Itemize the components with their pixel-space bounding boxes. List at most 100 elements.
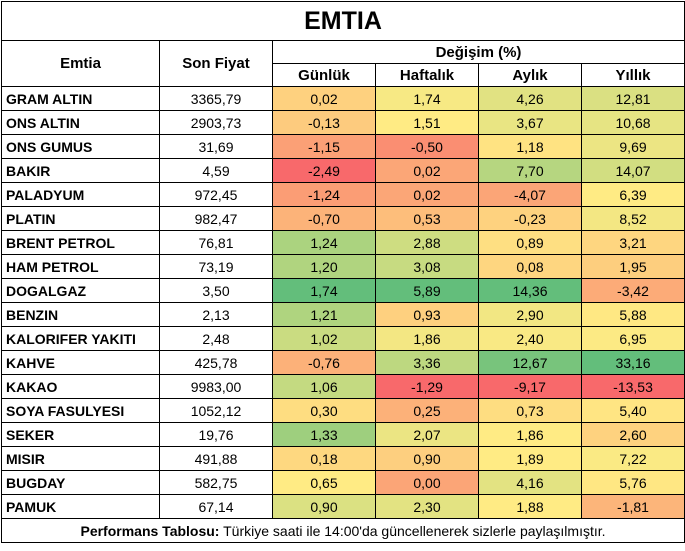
- commodity-name: SOYA FASULYESI: [1, 398, 160, 423]
- commodity-name: ONS GUMUS: [1, 134, 160, 159]
- weekly-change: 1,74: [375, 86, 479, 111]
- daily-change: 1,33: [272, 422, 376, 447]
- commodity-name: PLATIN: [1, 206, 160, 231]
- table-row: GRAM ALTIN 3365,79 0,02 1,74 4,26 12,81: [1, 86, 685, 111]
- last-price: 3,50: [159, 278, 273, 303]
- monthly-change: -9,17: [478, 374, 582, 399]
- last-price: 2,48: [159, 326, 273, 351]
- daily-change: 1,02: [272, 326, 376, 351]
- monthly-change: 0,08: [478, 254, 582, 279]
- last-price: 1052,12: [159, 398, 273, 423]
- monthly-change: 7,70: [478, 158, 582, 183]
- monthly-change: 0,73: [478, 398, 582, 423]
- daily-change: -1,15: [272, 134, 376, 159]
- last-price: 582,75: [159, 470, 273, 495]
- table-row: DOGALGAZ 3,50 1,74 5,89 14,36 -3,42: [1, 278, 685, 303]
- commodity-name: BAKIR: [1, 158, 160, 183]
- daily-change: 1,06: [272, 374, 376, 399]
- weekly-change: 1,86: [375, 326, 479, 351]
- last-price: 972,45: [159, 182, 273, 207]
- header-weekly: Haftalık: [375, 63, 479, 87]
- daily-change: 0,02: [272, 86, 376, 111]
- footer-label: Performans Tablosu:: [80, 522, 220, 539]
- yearly-change: 6,95: [580, 326, 685, 351]
- yearly-change: 33,16: [580, 350, 685, 375]
- table-row: PLATIN 982,47 -0,70 0,53 -0,23 8,52: [1, 206, 685, 231]
- daily-change: -1,24: [272, 182, 376, 207]
- weekly-change: 0,90: [375, 446, 479, 471]
- monthly-change: -0,23: [478, 206, 582, 231]
- commodity-name: HAM PETROL: [1, 254, 160, 279]
- monthly-change: 4,16: [478, 470, 582, 495]
- daily-change: -0,76: [272, 350, 376, 375]
- last-price: 2,13: [159, 302, 273, 327]
- yearly-change: 12,81: [580, 86, 685, 111]
- yearly-change: 1,95: [580, 254, 685, 279]
- daily-change: 1,74: [272, 278, 376, 303]
- daily-change: 0,90: [272, 494, 376, 519]
- header-daily: Günlük: [272, 63, 376, 87]
- yearly-change: -1,81: [580, 494, 685, 519]
- monthly-change: 2,90: [478, 302, 582, 327]
- last-price: 73,19: [159, 254, 273, 279]
- weekly-change: 2,88: [375, 230, 479, 255]
- last-price: 67,14: [159, 494, 273, 519]
- weekly-change: -0,50: [375, 134, 479, 159]
- footer-note: Performans Tablosu: Türkiye saati ile 14…: [0, 518, 685, 543]
- last-price: 3365,79: [159, 86, 273, 111]
- commodity-name: KALORIFER YAKITI: [1, 326, 160, 351]
- table-row: KAKAO 9983,00 1,06 -1,29 -9,17 -13,53: [1, 374, 685, 399]
- weekly-change: 0,00: [375, 470, 479, 495]
- daily-change: 0,18: [272, 446, 376, 471]
- yearly-change: 8,52: [580, 206, 685, 231]
- last-price: 19,76: [159, 422, 273, 447]
- daily-change: -0,13: [272, 110, 376, 135]
- table-row: SEKER 19,76 1,33 2,07 1,86 2,60: [1, 422, 685, 447]
- table-row: MISIR 491,88 0,18 0,90 1,89 7,22: [1, 446, 685, 471]
- monthly-change: 1,86: [478, 422, 582, 447]
- last-price: 31,69: [159, 134, 273, 159]
- header-yearly: Yıllık: [580, 63, 685, 87]
- monthly-change: 2,40: [478, 326, 582, 351]
- commodity-name: GRAM ALTIN: [1, 86, 160, 111]
- last-price: 425,78: [159, 350, 273, 375]
- header-last-price: Son Fiyat: [159, 40, 273, 87]
- table-row: PAMUK 67,14 0,90 2,30 1,88 -1,81: [1, 494, 685, 519]
- weekly-change: 0,25: [375, 398, 479, 423]
- header-change-group: Değişim (%): [271, 40, 685, 64]
- header-commodity: Emtia: [1, 40, 160, 87]
- yearly-change: 2,60: [580, 422, 685, 447]
- daily-change: 0,30: [272, 398, 376, 423]
- weekly-change: 0,53: [375, 206, 479, 231]
- last-price: 982,47: [159, 206, 273, 231]
- monthly-change: 1,88: [478, 494, 582, 519]
- weekly-change: -1,29: [375, 374, 479, 399]
- yearly-change: 7,22: [580, 446, 685, 471]
- yearly-change: 6,39: [580, 182, 685, 207]
- last-price: 76,81: [159, 230, 273, 255]
- monthly-change: 14,36: [478, 278, 582, 303]
- commodity-name: PALADYUM: [1, 182, 160, 207]
- weekly-change: 0,02: [375, 182, 479, 207]
- commodity-name: BUGDAY: [1, 470, 160, 495]
- yearly-change: 9,69: [580, 134, 685, 159]
- table-row: ONS ALTIN 2903,73 -0,13 1,51 3,67 10,68: [1, 110, 685, 135]
- yearly-change: 5,76: [580, 470, 685, 495]
- table-row: BRENT PETROL 76,81 1,24 2,88 0,89 3,21: [1, 230, 685, 255]
- table-row: KAHVE 425,78 -0,76 3,36 12,67 33,16: [1, 350, 685, 375]
- monthly-change: 4,26: [478, 86, 582, 111]
- table-row: PALADYUM 972,45 -1,24 0,02 -4,07 6,39: [1, 182, 685, 207]
- table-row: BUGDAY 582,75 0,65 0,00 4,16 5,76: [1, 470, 685, 495]
- daily-change: 1,20: [272, 254, 376, 279]
- commodity-name: DOGALGAZ: [1, 278, 160, 303]
- last-price: 2903,73: [159, 110, 273, 135]
- monthly-change: 1,18: [478, 134, 582, 159]
- commodity-name: KAKAO: [1, 374, 160, 399]
- yearly-change: -13,53: [580, 374, 685, 399]
- weekly-change: 0,93: [375, 302, 479, 327]
- footer-text: Türkiye saati ile 14:00'da güncellenerek…: [219, 522, 606, 539]
- last-price: 4,59: [159, 158, 273, 183]
- daily-change: 1,21: [272, 302, 376, 327]
